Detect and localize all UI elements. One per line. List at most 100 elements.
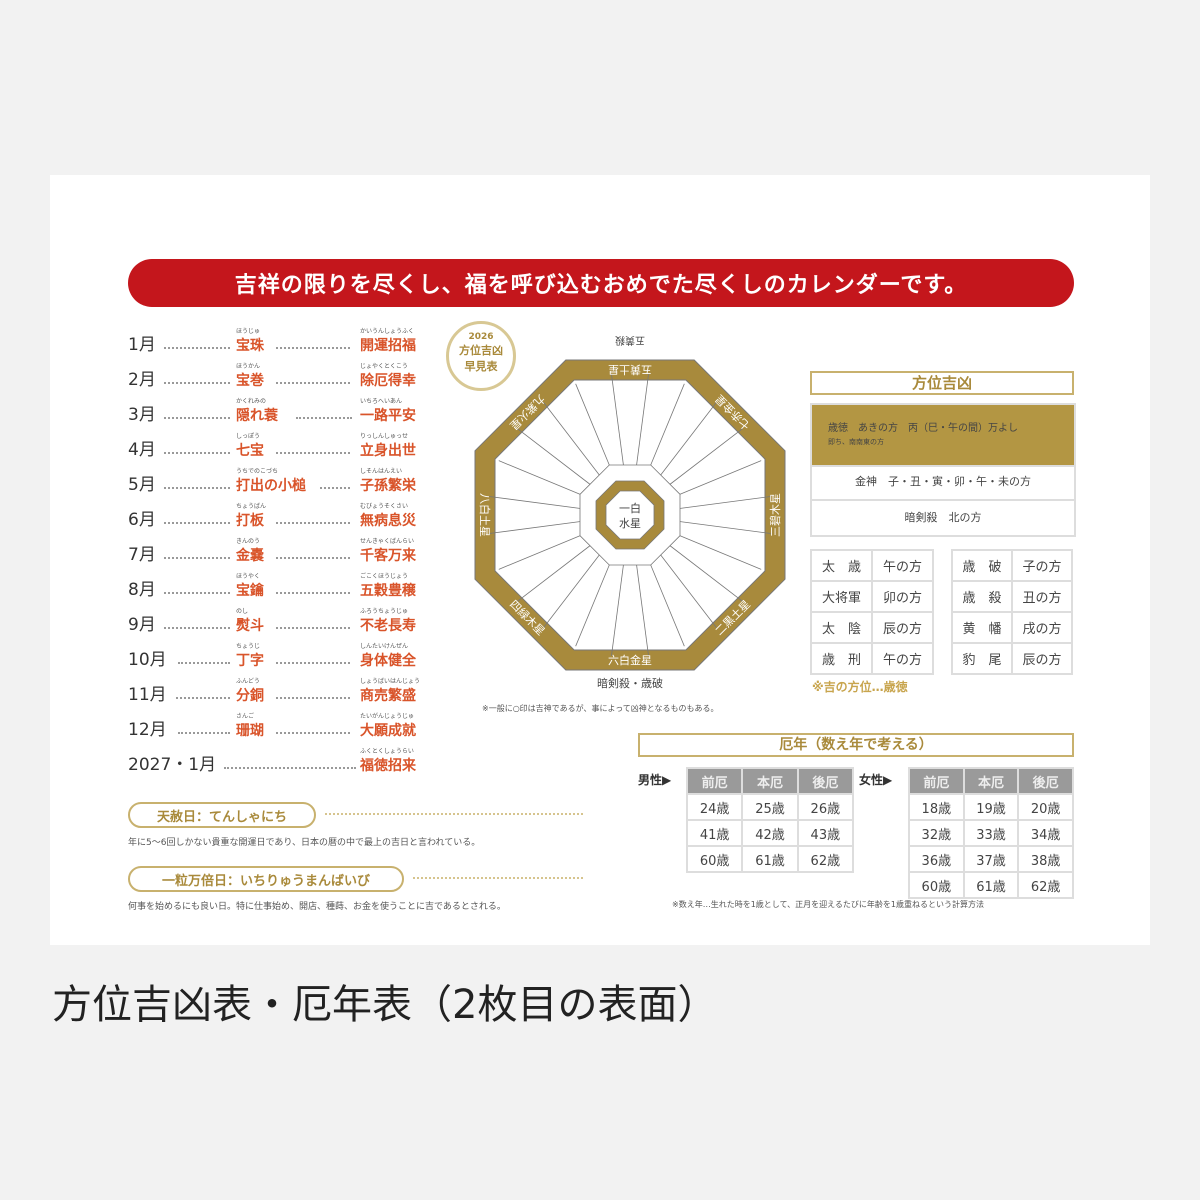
- table-cell: 37歳: [962, 845, 1020, 873]
- leader-dots: [276, 732, 350, 734]
- radial-divider: [675, 520, 771, 534]
- wish-phrase: りっしんしゅっせ 立身出世: [360, 433, 416, 460]
- month-label: 10月: [128, 650, 167, 670]
- radial-divider: [611, 374, 625, 470]
- lucky-item-ruby: きんのう: [236, 538, 261, 545]
- leader-dots: [276, 662, 350, 664]
- table-cell: 36歳: [908, 845, 965, 873]
- lucky-item-text: 金嚢: [236, 548, 264, 564]
- month-row: 10月 ちょうじ 丁字 しんたいけんぜん 身体健全: [128, 640, 428, 670]
- lucky-item-ruby: のし: [236, 608, 249, 615]
- badge-line2: 早見表: [464, 360, 498, 373]
- wish-phrase: いちろへいあん 一路平安: [360, 398, 416, 425]
- wish-phrase-ruby: むびょうそくさい: [360, 503, 409, 510]
- leader-dots: [276, 697, 350, 699]
- tensha-text: 年に5〜6回しかない貴重な開運日であり、日本の暦の中で最上の吉日と言われている。: [128, 838, 481, 848]
- radial-divider: [489, 520, 585, 534]
- wish-phrase: しんたいけんぜん 身体健全: [360, 643, 416, 670]
- table-cell: 午の方: [871, 549, 934, 582]
- lucky-item: ほうじゅ 宝珠: [236, 328, 264, 355]
- table-row: 歳 殺丑の方: [951, 580, 1073, 613]
- bottom-direction-label: 暗剣殺・歳破: [597, 676, 663, 690]
- table-cell: 25歳: [741, 793, 799, 821]
- saitoku-line1: 歳徳 あきの方 丙（巳・午の間）万よし: [828, 423, 1018, 434]
- wish-phrase: かいうんしょうふく 開運招福: [360, 328, 416, 355]
- leader-dots: [276, 592, 350, 594]
- wish-phrase-text: 身体健全: [360, 653, 416, 669]
- leader-dots: [276, 382, 350, 384]
- radial-divider: [498, 460, 588, 498]
- table-row: 32歳 33歳 34歳: [908, 819, 1074, 847]
- lucky-item-text: 七宝: [236, 443, 264, 459]
- leader-dots: [224, 767, 356, 769]
- leader-dots: [164, 382, 230, 384]
- lucky-item-text: 隠れ蓑: [236, 408, 278, 424]
- month-row: 1月 ほうじゅ 宝珠 かいうんしょうふく 開運招福: [128, 325, 428, 355]
- radial-divider: [611, 560, 625, 656]
- top-direction-label: 五黄殺: [615, 335, 645, 347]
- month-row: 7月 きんのう 金嚢 せんきゃくばんらい 千客万来: [128, 535, 428, 565]
- lucky-item-text: 丁字: [236, 653, 264, 669]
- direction-octagon-chart: 一白水星六白金星四緑木星八白土星九紫火星五黄土星七赤金星三碧木星二黒土星五黄殺暗…: [474, 335, 786, 690]
- hoi-title: 方位吉凶: [810, 371, 1074, 395]
- table-cell: 豹 尾: [951, 642, 1013, 675]
- month-label: 2027・1月: [128, 755, 217, 775]
- ichiryu-dots: [413, 877, 583, 879]
- wish-phrase: ふろうちょうじゅ 不老長寿: [360, 608, 416, 635]
- radial-divider: [657, 551, 717, 628]
- lucky-item-ruby: うちでのこづち: [236, 468, 279, 475]
- wish-phrase-text: 子孫繁栄: [360, 478, 416, 494]
- lucky-item: のし 熨斗: [236, 608, 264, 635]
- radial-divider: [517, 542, 594, 602]
- table-cell: 62歳: [796, 845, 855, 873]
- radial-divider: [672, 532, 762, 570]
- image-caption: 方位吉凶表・厄年表（2枚目の表面）: [52, 982, 718, 1028]
- badge-year: 2026: [468, 332, 494, 342]
- table-cell: 62歳: [1017, 871, 1074, 899]
- radial-divider: [647, 557, 685, 647]
- table-cell: 太 陰: [810, 611, 873, 644]
- radial-divider: [575, 383, 613, 473]
- table-cell: 辰の方: [871, 611, 934, 644]
- yakudoshi-title: 厄年（数え年で考える）: [638, 733, 1074, 757]
- konjin-row: 金神 子・丑・寅・卯・午・未の方: [810, 465, 1076, 501]
- leader-dots: [164, 627, 230, 629]
- lucky-item: うちでのこづち 打出の小槌: [236, 468, 306, 495]
- leader-dots: [176, 697, 230, 699]
- month-row: 5月 うちでのこづち 打出の小槌 しそんはんえい 子孫繁栄: [128, 465, 428, 495]
- table-cell: 卯の方: [871, 580, 934, 613]
- kishin-table-left: 太 歳午の方 大将軍 卯の方太 陰辰の方歳 刑午の方: [810, 549, 934, 675]
- month-row: 3月 かくれみの 隠れ蓑 いちろへいあん 一路平安: [128, 395, 428, 425]
- wish-phrase-text: 五穀豊穣: [360, 583, 416, 599]
- radial-divider: [543, 402, 603, 479]
- lucky-item-text: 熨斗: [236, 618, 264, 634]
- lucky-item-text: 宝巻: [236, 373, 264, 389]
- leader-dots: [320, 487, 350, 489]
- header-cell: 本厄: [962, 767, 1020, 795]
- month-label: 9月: [128, 615, 156, 635]
- table-cell: 黄 幡: [951, 611, 1013, 644]
- leader-dots: [164, 417, 230, 419]
- lucky-item-text: 打板: [236, 513, 264, 529]
- header-cell: 前厄: [685, 767, 744, 795]
- lucky-item-text: 宝鑰: [236, 583, 264, 599]
- month-row: 12月 さんご 珊瑚 たいがんじょうじゅ 大願成就: [128, 710, 428, 740]
- wish-phrase: せんきゃくばんらい 千客万来: [360, 538, 416, 565]
- wish-phrase-text: 千客万来: [360, 548, 416, 564]
- radial-divider: [672, 460, 762, 498]
- table-cell: 24歳: [685, 793, 744, 821]
- table-row: 41歳 42歳 43歳: [685, 819, 855, 847]
- leader-dots: [276, 522, 350, 524]
- wish-phrase-text: 一路平安: [360, 408, 416, 424]
- month-label: 6月: [128, 510, 156, 530]
- table-cell: 60歳: [685, 845, 744, 873]
- ichiryu-text: 何事を始めるにも良い日。特に仕事始め、開店、種蒔、お金を使うことに吉であるとされ…: [128, 902, 506, 912]
- leader-dots: [276, 347, 350, 349]
- outer-star-label: 六白金星: [608, 653, 652, 667]
- lucky-item-ruby: しっぽう: [236, 433, 261, 440]
- male-label-text: 男性: [638, 773, 663, 787]
- male-yakudoshi-table: 前厄 本厄 後厄 24歳 25歳 26歳 41歳 42歳 43歳 60歳 61歳 62歳: [685, 767, 855, 873]
- month-label: 1月: [128, 335, 156, 355]
- radial-divider: [675, 496, 771, 510]
- wish-phrase-text: 福徳招来: [360, 758, 416, 774]
